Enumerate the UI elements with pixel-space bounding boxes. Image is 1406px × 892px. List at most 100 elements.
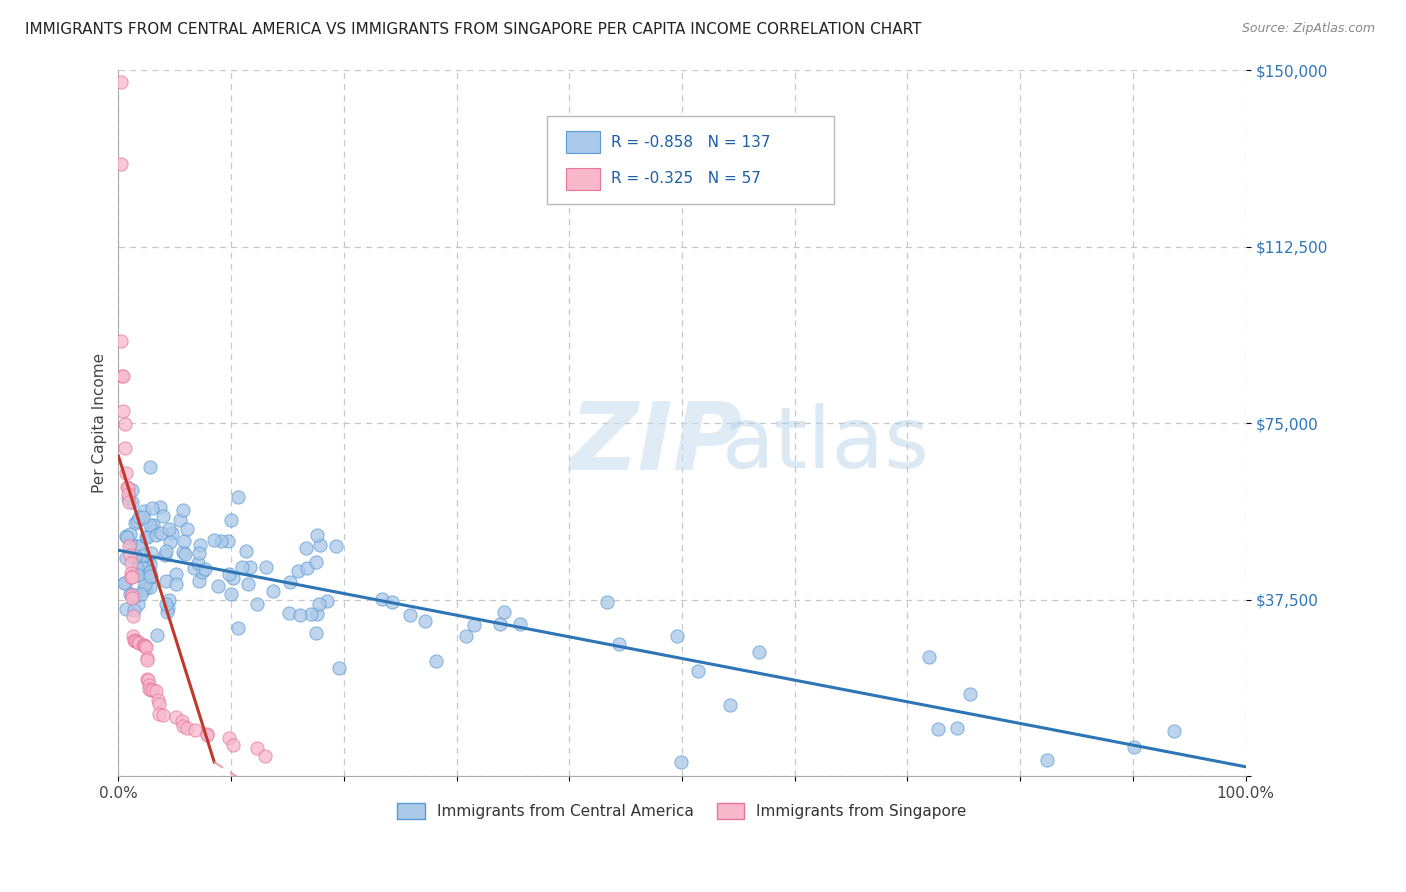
Point [172,502,194,516]
Point [157,522,180,536]
Point [127,597,149,611]
Point [134,639,156,653]
Point [165,710,187,724]
Point [294,541,316,555]
Point [117,530,139,544]
Point [127,561,149,575]
Point [159,534,181,549]
Point [110,334,132,348]
Point [172,719,194,733]
Point [139,568,162,582]
Point [142,683,165,698]
Point [121,483,143,497]
Point [305,555,328,569]
Point [188,574,211,589]
Point [132,638,155,652]
Point [136,672,159,686]
Point [669,755,692,769]
Point [129,554,152,568]
Point [118,587,141,601]
Point [136,673,159,687]
Point [246,741,269,756]
Point [112,404,135,418]
Point [141,521,163,535]
Point [118,527,141,541]
Point [111,368,134,383]
Point [239,560,262,574]
Point [141,501,163,516]
Point [121,609,143,624]
Point [173,533,195,548]
Point [135,556,157,570]
Point [307,528,329,542]
Point [135,650,157,665]
Point [128,636,150,650]
Point [607,636,630,650]
Point [134,503,156,517]
Point [305,626,328,640]
Point [118,539,141,553]
Point [145,528,167,542]
Point [111,369,134,384]
Point [509,617,531,632]
Y-axis label: Per Capita Income: Per Capita Income [93,353,107,493]
Text: ZIP: ZIP [569,399,742,491]
Point [195,726,218,740]
Point [278,574,301,589]
Point [120,556,142,570]
Point [172,714,194,729]
Point [688,664,710,678]
Point [918,649,941,664]
Point [160,526,183,541]
Point [316,594,339,608]
Point [117,491,139,506]
Point [110,75,132,89]
Point [207,579,229,593]
Point [325,539,347,553]
Point [155,574,177,589]
Point [231,559,253,574]
Point [202,533,225,547]
Point [122,632,145,647]
Point [146,693,169,707]
Point [308,538,330,552]
Point [262,583,284,598]
Point [371,592,394,607]
Point [235,543,257,558]
Point [138,557,160,571]
Point [174,547,197,561]
Point [218,731,240,745]
Point [112,575,135,590]
Point [148,697,170,711]
Point [139,580,162,594]
Point [155,544,177,558]
Point [157,601,180,615]
Point [489,616,512,631]
Point [132,548,155,562]
Point [124,516,146,530]
Point [165,566,187,581]
Point [959,687,981,701]
FancyBboxPatch shape [567,168,600,190]
Point [398,607,420,622]
Point [128,558,150,572]
Point [188,538,211,552]
Point [121,570,143,584]
Point [194,562,217,576]
Point [152,509,174,524]
Point [219,513,242,527]
Point [124,603,146,617]
Point [190,566,212,580]
Point [141,517,163,532]
Point [128,567,150,582]
Point [121,591,143,605]
Point [301,607,323,622]
Point [128,509,150,524]
Text: atlas: atlas [721,403,929,486]
Point [1123,740,1146,755]
Point [169,513,191,527]
Point [115,528,138,542]
Point [117,486,139,500]
Point [117,482,139,496]
Point [124,634,146,648]
